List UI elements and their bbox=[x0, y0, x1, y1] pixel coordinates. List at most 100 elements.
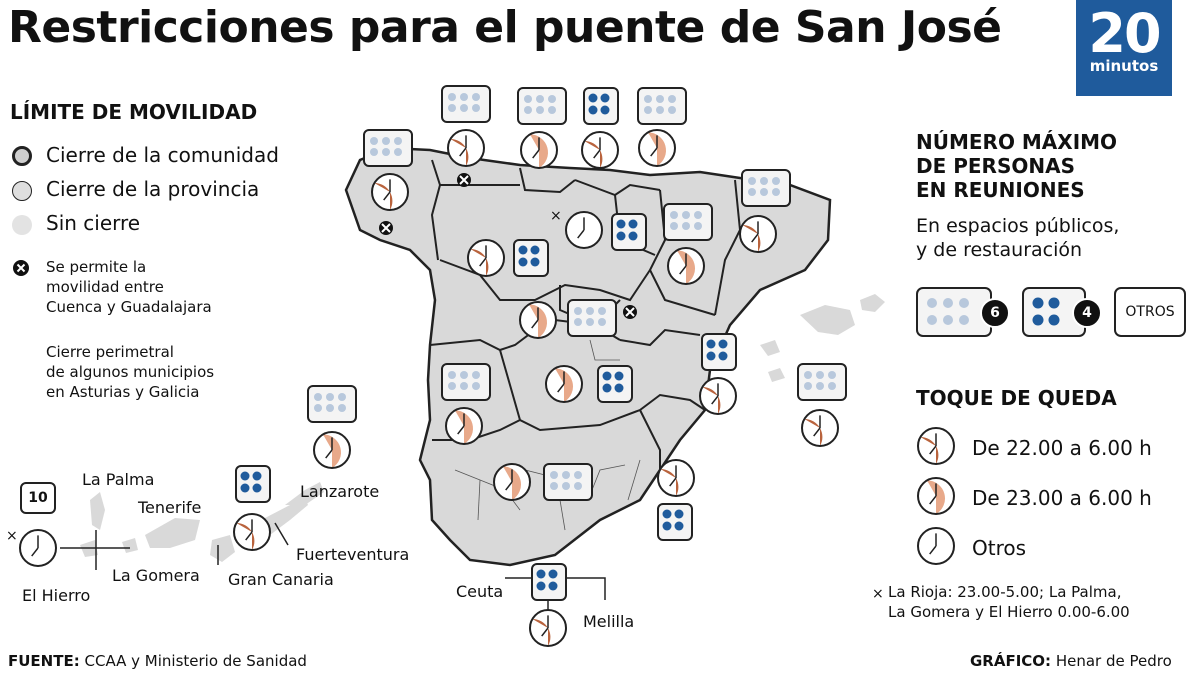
mobility-item-community: Cierre de la comunidad bbox=[46, 143, 279, 167]
curfew-item-other: Otros bbox=[972, 536, 1027, 560]
meetings-icon-comunidad-valenciana bbox=[700, 332, 738, 376]
curfew-clock-icon-baleares bbox=[800, 408, 840, 452]
label-la-palma: La Palma bbox=[82, 470, 155, 489]
meetings-icon-lanzarote bbox=[306, 384, 358, 428]
canarias-connectors bbox=[60, 522, 289, 570]
meetings-4-badge: 4 bbox=[1072, 298, 1102, 328]
community-borders bbox=[429, 159, 742, 470]
meetings-icon-asturias bbox=[440, 84, 492, 128]
meetings-heading: NÚMERO MÁXIMO DE PERSONAS EN REUNIONES bbox=[916, 130, 1117, 202]
meetings-icon-baleares bbox=[796, 362, 848, 406]
curfew-item-22: De 22.00 a 6.00 h bbox=[972, 436, 1152, 460]
meetings-icon-castilla-la-mancha bbox=[596, 364, 634, 408]
curfew-legend-clock-icon bbox=[916, 426, 956, 470]
mobility-markers bbox=[379, 173, 637, 319]
label-la-gomera: La Gomera bbox=[112, 566, 200, 585]
meetings-icon-andalucia bbox=[542, 462, 594, 506]
meetings-icon-galicia bbox=[362, 128, 414, 172]
graphic-label: GRÁFICO: bbox=[970, 652, 1052, 670]
meetings-icon-canarias bbox=[234, 464, 272, 508]
canarias-shapes bbox=[80, 482, 324, 562]
note-line: movilidad entre bbox=[46, 278, 164, 296]
curfew-clock-icon-ceuta-melilla bbox=[528, 608, 568, 652]
mobility-item-province: Cierre de la provincia bbox=[46, 177, 260, 201]
curfew-legend-clock-icon bbox=[916, 526, 956, 570]
label-gran-canaria: Gran Canaria bbox=[228, 570, 334, 589]
peninsula-shape bbox=[344, 146, 832, 567]
curfew-clock-icon-pais-vasco bbox=[580, 130, 620, 174]
footnote-line: La Gomera y El Hierro 0.00-6.00 bbox=[888, 603, 1130, 621]
mobility-note-cuenca: Se permite la movilidad entre Cuenca y G… bbox=[46, 257, 212, 317]
label-tenerife: Tenerife bbox=[138, 498, 202, 517]
heading-line: EN REUNIONES bbox=[916, 178, 1085, 202]
curfew-clock-icon-castilla-la-mancha bbox=[544, 364, 584, 408]
curfew-legend-clock-icon bbox=[916, 476, 956, 520]
curfew-clock-icon-el-hierro bbox=[18, 528, 58, 572]
mobility-heading: LÍMITE DE MOVILIDAD bbox=[10, 100, 258, 124]
graphic-credit: GRÁFICO: Henar de Pedro bbox=[970, 652, 1172, 670]
note-line: Se permite la bbox=[46, 258, 147, 276]
20minutos-logo: 20 minutos bbox=[1076, 0, 1172, 96]
heading-line: NÚMERO MÁXIMO bbox=[916, 130, 1118, 154]
graphic-text: Henar de Pedro bbox=[1055, 652, 1172, 670]
curfew-clock-icon-murcia bbox=[656, 458, 696, 502]
meetings-icon-murcia bbox=[656, 502, 694, 546]
curfew-item-23: De 23.00 a 6.00 h bbox=[972, 486, 1152, 510]
label-lanzarote: Lanzarote bbox=[300, 482, 380, 501]
meetings-icon-cantabria bbox=[516, 86, 568, 130]
footnote-line: La Rioja: 23.00-5.00; La Palma, bbox=[888, 583, 1122, 601]
source-text: CCAA y Ministerio de Sanidad bbox=[84, 652, 307, 670]
meetings-icon-la-rioja bbox=[610, 212, 648, 256]
svg-text:×: × bbox=[550, 208, 562, 224]
curfew-clock-icon-la-rioja bbox=[564, 210, 604, 254]
no-closure-swatch bbox=[12, 215, 32, 235]
meetings-icon-madrid bbox=[566, 298, 618, 342]
curfew-clock-icon-canarias bbox=[232, 512, 272, 556]
mobility-item-none: Sin cierre bbox=[46, 211, 141, 235]
mobility-note-asturias: Cierre perimetral de algunos municipios … bbox=[46, 342, 214, 402]
meetings-subheading: En espacios públicos, y de restauración bbox=[916, 214, 1119, 262]
curfew-footnote: La Rioja: 23.00-5.00; La Palma, La Gomer… bbox=[888, 582, 1130, 622]
note-line: de algunos municipios bbox=[46, 363, 215, 381]
curfew-clock-icon-andalucia bbox=[492, 462, 532, 506]
note-line: Cierre perimetral bbox=[46, 343, 174, 361]
curfew-clock-icon-aragon bbox=[666, 246, 706, 290]
heading-line: DE PERSONAS bbox=[916, 154, 1075, 178]
subheading-line: En espacios públicos, bbox=[916, 215, 1120, 237]
curfew-clock-icon-lanzarote bbox=[312, 430, 352, 474]
meetings-6-badge: 6 bbox=[980, 298, 1010, 328]
source-credit: FUENTE: CCAA y Ministerio de Sanidad bbox=[8, 652, 307, 670]
asterisk-marker: × bbox=[6, 528, 18, 544]
baleares-shape bbox=[800, 305, 855, 335]
subheading-line: y de restauración bbox=[916, 239, 1083, 261]
curfew-clock-icon-extremadura bbox=[444, 406, 484, 450]
logo-number: 20 bbox=[1088, 2, 1161, 65]
note-line: Cuenca y Guadalajara bbox=[46, 298, 212, 316]
curfew-clock-icon-asturias bbox=[446, 128, 486, 172]
page-title: Restricciones para el puente de San José bbox=[8, 2, 1002, 53]
curfew-clock-icon-madrid bbox=[518, 300, 558, 344]
meetings-otros: OTROS bbox=[1114, 287, 1186, 337]
label-ceuta: Ceuta bbox=[456, 582, 504, 601]
meetings-icon-ceuta-melilla bbox=[530, 562, 568, 606]
meetings-icon-extremadura bbox=[440, 362, 492, 406]
label-el-hierro: El Hierro bbox=[22, 586, 91, 605]
logo-word: minutos bbox=[1089, 57, 1159, 75]
canarias-ten-box: 10 bbox=[20, 482, 56, 514]
curfew-clock-icon-navarra bbox=[637, 128, 677, 172]
curfew-clock-icon-galicia bbox=[370, 172, 410, 216]
curfew-clock-icon-cantabria bbox=[519, 130, 559, 174]
source-label: FUENTE: bbox=[8, 652, 80, 670]
asterisk-marker: × bbox=[872, 586, 884, 602]
curfew-clock-icon-castilla-y-leon bbox=[466, 238, 506, 282]
community-closure-swatch bbox=[12, 146, 32, 166]
label-melilla: Melilla bbox=[583, 612, 635, 631]
label-fuerteventura: Fuerteventura bbox=[296, 545, 410, 564]
meetings-icon-pais-vasco bbox=[582, 86, 620, 130]
curfew-clock-icon-cataluna bbox=[738, 214, 778, 258]
meetings-icon-cataluna bbox=[740, 168, 792, 212]
note-line: en Asturias y Galicia bbox=[46, 383, 200, 401]
meetings-icon-navarra bbox=[636, 86, 688, 130]
curfew-heading: TOQUE DE QUEDA bbox=[916, 386, 1117, 410]
